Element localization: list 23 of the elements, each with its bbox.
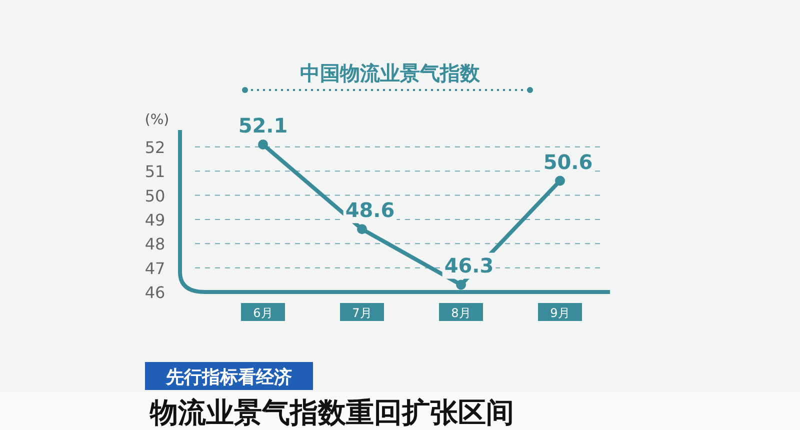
y-tick-label: 49 [144, 210, 166, 230]
y-tick-label: 50 [144, 186, 166, 206]
y-axis-title: (%) [144, 112, 170, 128]
y-tick-label: 51 [144, 162, 166, 182]
title: 中国物流业景气指数 [300, 61, 480, 85]
point [258, 140, 268, 150]
text: 先行指标看经济 [165, 367, 292, 388]
y-tick-label: 46 [144, 283, 166, 302]
data-label: 52.1 [238, 114, 288, 138]
data-label: 50.6 [543, 150, 593, 174]
y-tick-label: 52 [144, 138, 166, 157]
text: 物流业景气指数重回扩张区间 [149, 396, 514, 429]
x-tick-label: 8月 [451, 306, 471, 320]
point [555, 176, 565, 186]
x-tick-label: 6月 [253, 306, 273, 320]
data-label: 48.6 [345, 198, 395, 222]
data-label: 46.3 [444, 254, 494, 278]
x-tick-label: 9月 [550, 306, 570, 320]
point [456, 280, 466, 290]
x-tick-label: 7月 [352, 306, 372, 320]
y-tick-label: 47 [144, 258, 166, 278]
y-tick-label: 48 [144, 234, 166, 254]
point [357, 224, 367, 234]
